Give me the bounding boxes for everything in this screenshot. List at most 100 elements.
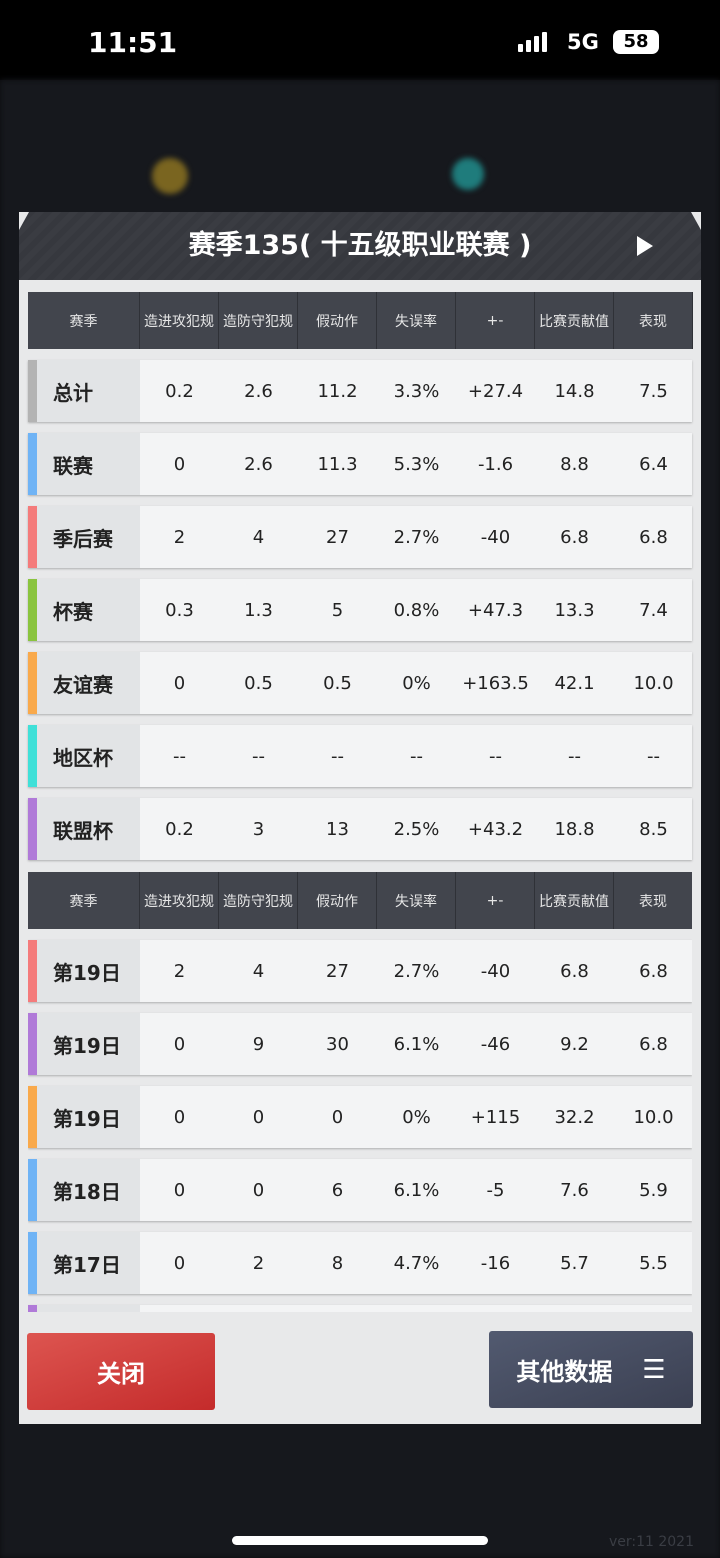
cell: 14.8 — [554, 380, 595, 402]
cell: 2.6 — [244, 453, 273, 475]
table-row[interactable]: 第19日 0 9 30 6.1% -46 9.2 6.8 — [28, 1013, 692, 1075]
row-label: 第19日 — [28, 1013, 140, 1075]
other-data-button[interactable]: 其他数据 ☰ — [489, 1331, 693, 1408]
table-row[interactable]: 联盟杯 0.2 3 13 2.5% +43.2 18.8 8.5 — [28, 798, 692, 860]
cell: -- — [252, 745, 265, 767]
cell: 0.5 — [244, 672, 273, 694]
cell: +27.4 — [467, 380, 524, 402]
column-header: 造防守犯规 — [219, 292, 298, 349]
cell: 42.1 — [554, 672, 595, 694]
cell: 0.5 — [323, 672, 352, 694]
cell: 6.1% — [393, 1179, 440, 1201]
table-row[interactable]: 友谊赛 0 0.5 0.5 0% +163.5 42.1 10.0 — [28, 652, 692, 714]
close-button[interactable]: 关闭 — [27, 1333, 215, 1410]
cell: -- — [489, 745, 502, 767]
table-row[interactable]: 总计 0.2 2.6 11.2 3.3% +27.4 14.8 7.5 — [28, 360, 692, 422]
modal-header: 赛季135( 十五级职业联赛 ) — [19, 212, 701, 280]
cell: 2 — [252, 1252, 265, 1274]
cell: -- — [173, 745, 186, 767]
version-label: ver:11 2021 — [608, 1534, 694, 1550]
cell: 6.8 — [560, 526, 589, 548]
cell: -40 — [480, 526, 511, 548]
cell: -16 — [480, 1252, 511, 1274]
blurred-player-name — [150, 112, 157, 137]
table-row[interactable]: 第19日 0 0 0 0% +115 32.2 10.0 — [28, 1086, 692, 1148]
season-table: 赛季 造进攻犯规 造防守犯规 假动作 失误率 +- 比赛贡献值 表现总计 0.2 2.6 11.2 3… — [28, 292, 693, 860]
cell: 2.6 — [244, 380, 273, 402]
cell: +47.3 — [467, 599, 524, 621]
column-header: +- — [456, 872, 535, 929]
cell: 6.8 — [639, 960, 668, 982]
cell: 10.0 — [633, 1106, 674, 1128]
modal-title: 赛季135( 十五级职业联赛 ) — [188, 230, 532, 261]
signal-icon — [518, 32, 547, 52]
cell: 0 — [173, 1179, 186, 1201]
cell: 27 — [326, 960, 349, 982]
column-header: 比赛贡献值 — [535, 872, 614, 929]
cell: 7.5 — [639, 380, 668, 402]
cell: 4 — [252, 526, 265, 548]
cell: 4.7% — [393, 1252, 440, 1274]
cell: 3 — [252, 818, 265, 840]
row-label: 友谊赛 — [28, 652, 140, 714]
menu-icon: ☰ — [642, 1354, 666, 1385]
cell: 5 — [331, 599, 344, 621]
cell: 2 — [173, 960, 186, 982]
cell: 0 — [331, 1106, 344, 1128]
cell: 0 — [173, 1033, 186, 1055]
row-label: 地区杯 — [28, 725, 140, 787]
cell: 0 — [173, 672, 186, 694]
table-row[interactable]: 第17日 0 2 8 4.7% -16 5.7 5.5 — [28, 1232, 692, 1294]
cell: 0.2 — [165, 818, 194, 840]
cell: -1.6 — [477, 453, 514, 475]
cell: 1.3 — [244, 599, 273, 621]
cell: -5 — [486, 1179, 505, 1201]
table-row[interactable]: 杯赛 0.3 1.3 5 0.8% +47.3 13.3 7.4 — [28, 579, 692, 641]
column-header: +- — [456, 292, 535, 349]
next-arrow-icon[interactable] — [637, 236, 653, 256]
cell: -- — [410, 745, 423, 767]
cell: 8.8 — [560, 453, 589, 475]
cell: 0 — [173, 1106, 186, 1128]
cell: 0 — [252, 1179, 265, 1201]
column-header: 造防守犯规 — [219, 872, 298, 929]
row-label: 第19日 — [28, 940, 140, 1002]
table-row[interactable]: 联赛 0 2.6 11.3 5.3% -1.6 8.8 6.4 — [28, 433, 692, 495]
close-label: 关闭 — [97, 1360, 145, 1388]
row-label: 第18日 — [28, 1159, 140, 1221]
column-header: 造进攻犯规 — [140, 872, 219, 929]
column-header: 赛季 — [28, 872, 140, 929]
cell: 3.3% — [393, 380, 440, 402]
home-indicator[interactable] — [232, 1536, 488, 1545]
cell: 11.2 — [317, 380, 358, 402]
cell: 11.3 — [317, 453, 358, 475]
column-header: 表现 — [614, 292, 693, 349]
table-row[interactable]: 季后赛 2 4 27 2.7% -40 6.8 6.8 — [28, 506, 692, 568]
cell: 8 — [331, 1252, 344, 1274]
cell: 7.6 — [560, 1179, 589, 1201]
table-header: 赛季 造进攻犯规 造防守犯规 假动作 失误率 +- 比赛贡献值 表现 — [28, 872, 692, 929]
column-header: 失误率 — [377, 872, 456, 929]
table-row-partial[interactable] — [28, 1305, 692, 1312]
table-row[interactable]: 第19日 2 4 27 2.7% -40 6.8 6.8 — [28, 940, 692, 1002]
cell: 9.2 — [560, 1033, 589, 1055]
clock: 11:51 — [88, 26, 178, 59]
network-label: 5G — [567, 30, 599, 54]
row-label: 季后赛 — [28, 506, 140, 568]
cell: 8.5 — [639, 818, 668, 840]
cell: 7.4 — [639, 599, 668, 621]
row-label: 总计 — [28, 360, 140, 422]
row-label: 第17日 — [28, 1232, 140, 1294]
game-table[interactable]: 赛季 造进攻犯规 造防守犯规 假动作 失误率 +- 比赛贡献值 表现 第19日 2 4 27 2.7% -… — [28, 872, 692, 1312]
table-row[interactable]: 地区杯 -- -- -- -- -- -- -- — [28, 725, 692, 787]
cell: +115 — [470, 1106, 521, 1128]
cell: 2 — [173, 526, 186, 548]
cell: 27 — [326, 526, 349, 548]
cell: 0 — [173, 1252, 186, 1274]
table-header: 赛季 造进攻犯规 造防守犯规 假动作 失误率 +- 比赛贡献值 表现 — [28, 292, 693, 349]
table-row[interactable]: 第18日 0 0 6 6.1% -5 7.6 5.9 — [28, 1159, 692, 1221]
row-label: 杯赛 — [28, 579, 140, 641]
cell: 4 — [252, 960, 265, 982]
other-data-label: 其他数据 — [516, 1358, 613, 1386]
cell: 6.1% — [393, 1033, 440, 1055]
